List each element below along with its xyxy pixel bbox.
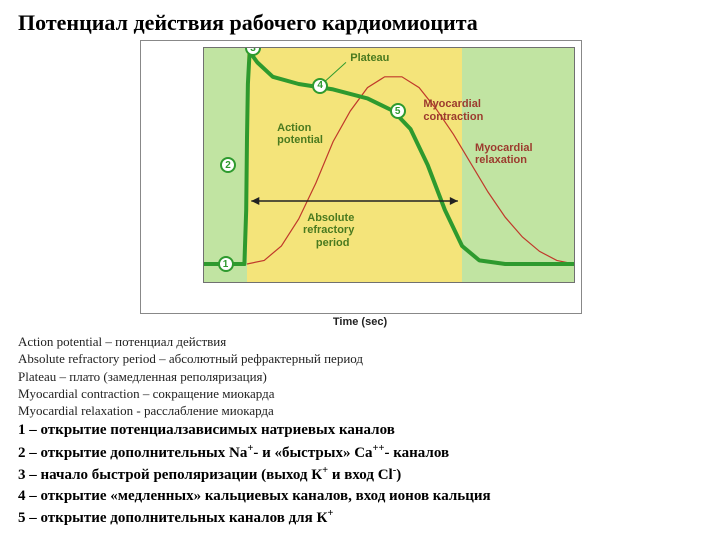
glossary-line: Myocardial contraction – сокращение миок… [18, 386, 702, 402]
phase-marker-5: 5 [390, 103, 406, 119]
glossary-line: Absolute refractory period – абсолютный … [18, 351, 702, 367]
legend-line: 3 – начало быстрой реполяризации (выход … [18, 464, 702, 486]
chart-zone [247, 48, 462, 282]
callout-refractory_l3: period [316, 237, 350, 249]
y-tick-mark [203, 66, 204, 67]
x-axis-label: Time (sec) [140, 316, 580, 328]
phase-marker-4: 4 [312, 78, 328, 94]
glossary-line: Action potential – потенциал действия [18, 334, 702, 350]
callout-refractory_l2: refractory [303, 224, 354, 236]
callout-myo_contraction_l1: Myocardial [423, 98, 480, 110]
callout-myo_relax_l1: Myocardial [475, 142, 532, 154]
phase-marker-2: 2 [220, 157, 236, 173]
y-tick-mark [203, 210, 204, 211]
y-tick-mark [203, 102, 204, 103]
y-tick-mark [203, 246, 204, 247]
phase-marker-1: 1 [218, 256, 234, 272]
legend-line: 2 – открытие дополнительных Na+- и «быст… [18, 442, 702, 464]
callout-refractory_l1: Absolute [307, 212, 354, 224]
chart-container: Membrane potential (mV) +200-20-40-60-80… [140, 40, 580, 328]
callout-plateau: Plateau [350, 52, 389, 64]
glossary-block: Action potential – потенциал действияAbs… [18, 334, 702, 419]
callout-action_potential_l1: Action [277, 122, 311, 134]
y-tick-mark [203, 174, 204, 175]
y-tick-mark [203, 138, 204, 139]
callout-myo_contraction_l2: contraction [423, 111, 483, 123]
legend-block: 1 – открытие потенциалзависимых натриевы… [18, 421, 702, 529]
glossary-line: Plateau – плато (замедленная реполяризац… [18, 369, 702, 385]
legend-line: 4 – открытие «медленных» кальциевых кана… [18, 487, 702, 507]
callout-action_potential_l2: potential [277, 134, 323, 146]
page-title: Потенциал действия рабочего кардиомиоцит… [18, 10, 702, 36]
glossary-line: Myocardial relaxation - расслабление мио… [18, 403, 702, 419]
chart-box: Membrane potential (mV) +200-20-40-60-80… [140, 40, 582, 314]
legend-line: 1 – открытие потенциалзависимых натриевы… [18, 421, 702, 441]
legend-line: 5 – открытие дополнительных каналов для … [18, 507, 702, 529]
plot-area: +200-20-40-60-800.15.3012345PlateauActio… [203, 47, 575, 283]
callout-myo_relax_l2: relaxation [475, 154, 527, 166]
